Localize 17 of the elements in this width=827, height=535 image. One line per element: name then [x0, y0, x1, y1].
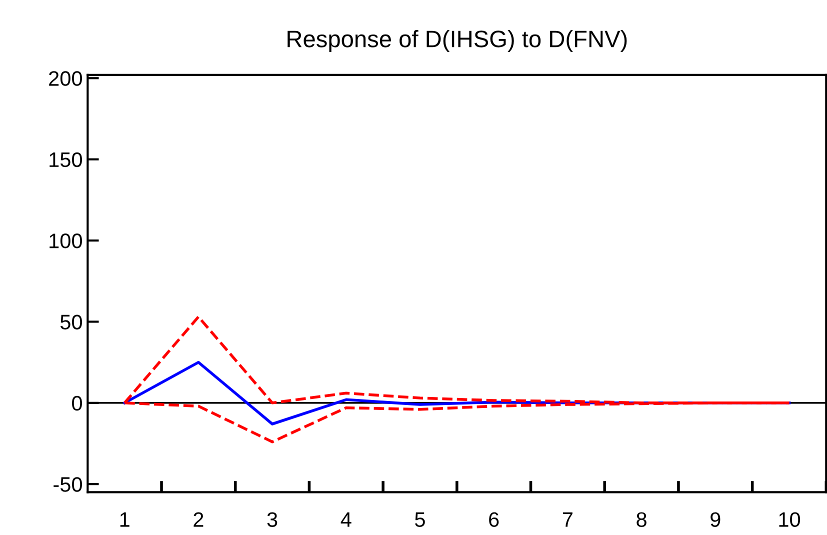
x-tick-label: 8	[636, 512, 646, 527]
x-tick-label: 9	[710, 512, 720, 527]
y-tick-label: -50	[54, 477, 82, 492]
y-tick-label: 150	[50, 152, 82, 168]
x-tick-label: 6	[489, 512, 499, 527]
x-tick-label: 3	[267, 512, 278, 527]
chart-title: Response of D(IHSG) to D(FNV)	[288, 30, 627, 52]
x-tick-label: 7	[562, 512, 572, 527]
x-tick-label: 10	[779, 512, 800, 527]
x-tick-label: 2	[194, 512, 204, 527]
y-tick-label: 200	[49, 71, 82, 86]
x-tick-label: 1	[120, 512, 130, 527]
y-tick-label: 0	[72, 396, 82, 411]
y-tick-label: 100	[50, 234, 82, 248]
x-tick-label: 5	[415, 512, 425, 527]
x-tick-label: 4	[340, 512, 352, 527]
y-tick-label: 50	[60, 314, 82, 330]
